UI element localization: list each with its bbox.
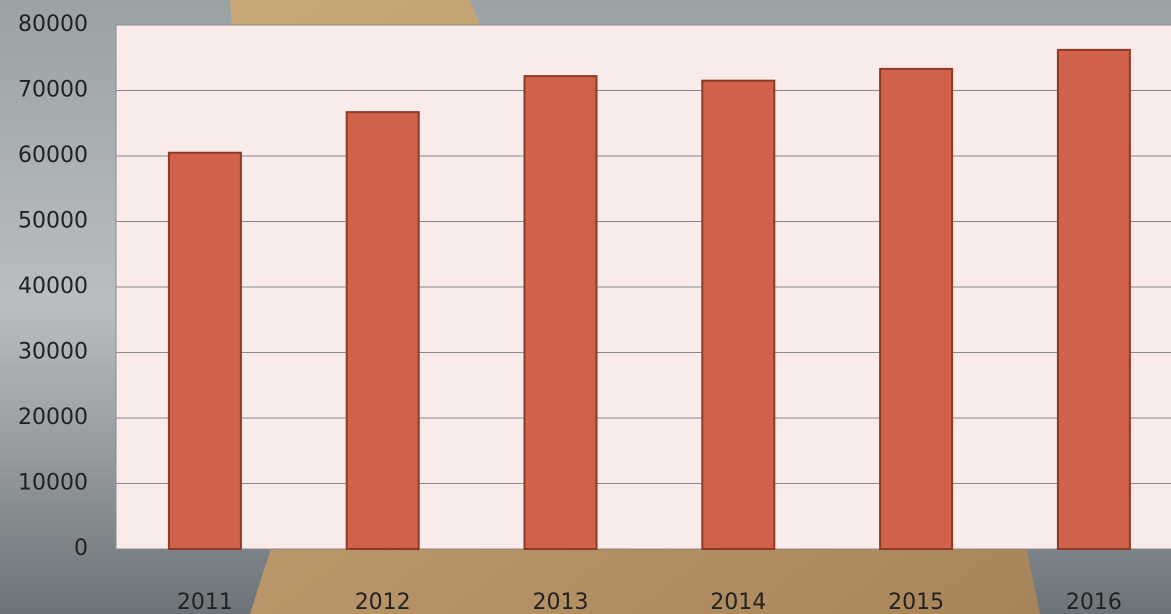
- x-tick-label: 2015: [888, 590, 944, 614]
- chart: 0 10000 20000 30000 40000 50000 60000 70000 8000…: [0, 0, 1171, 614]
- bar: [169, 153, 241, 549]
- y-tick-label: 50000: [18, 209, 88, 234]
- bar: [347, 112, 419, 549]
- x-tick-label: 2013: [533, 590, 589, 614]
- bar: [1058, 50, 1130, 549]
- y-tick-label: 40000: [18, 274, 88, 299]
- bar: [702, 81, 774, 549]
- y-tick-label: 70000: [18, 78, 88, 103]
- y-tick-label: 80000: [18, 12, 88, 37]
- y-tick-label: 0: [74, 536, 88, 561]
- y-tick-label: 20000: [18, 405, 88, 430]
- y-tick-label: 10000: [18, 471, 88, 496]
- x-tick-label: 2012: [355, 590, 411, 614]
- bar: [880, 69, 952, 549]
- x-tick-label: 2016: [1066, 590, 1122, 614]
- y-tick-label: 60000: [18, 143, 88, 168]
- x-tick-label: 2014: [710, 590, 766, 614]
- page: {"chart_data": {"type": "bar", "categori…: [0, 0, 1171, 614]
- x-tick-label: 2011: [177, 590, 233, 614]
- y-tick-label: 30000: [18, 340, 88, 365]
- bar: [525, 76, 597, 549]
